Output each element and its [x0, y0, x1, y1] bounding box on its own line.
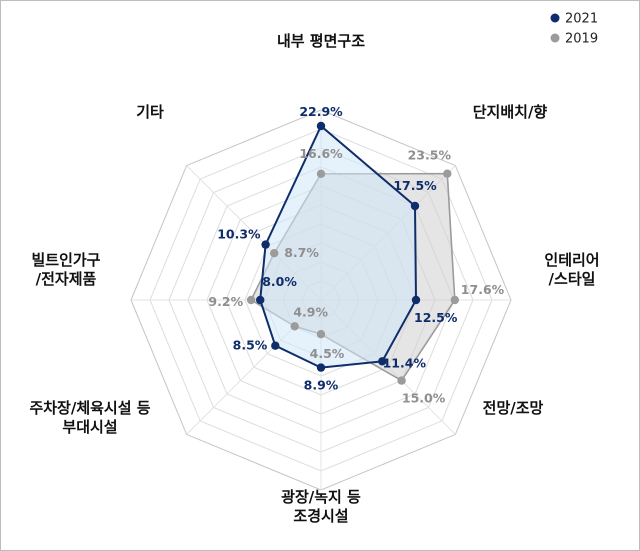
value-label-2021: 12.5%: [414, 310, 458, 325]
category-label: 인테리어/스타일: [544, 251, 599, 288]
data-point-2021: [271, 341, 280, 350]
data-point-2019: [450, 295, 459, 305]
data-point-2021: [316, 363, 326, 372]
value-label-2021: 8.9%: [304, 378, 339, 393]
legend-label-2019: 2019: [565, 32, 598, 47]
data-point-2021: [378, 357, 387, 366]
data-point-2019: [316, 330, 326, 339]
value-label-2019: 9.2%: [208, 294, 243, 309]
category-label: 주차장/체육시설 등 부대시설: [29, 399, 150, 436]
category-label: 내부 평면구조: [277, 32, 365, 50]
data-point-2019: [290, 322, 299, 331]
legend-label-2021: 2021: [565, 12, 598, 27]
radar-value-labels: 22.9% 17.5% 12.5% 11.4% 8.9% 8.5% 8.0% 10.3% 16.…: [208, 104, 504, 406]
value-label-2019: 8.7%: [284, 245, 319, 260]
legend-marker-2019: [550, 33, 560, 43]
data-point-2019: [270, 249, 279, 258]
legend-marker-2021: [550, 13, 560, 23]
value-label-2021: 11.4%: [383, 355, 427, 370]
radar-series-areas: [250, 124, 456, 382]
data-point-2021: [316, 121, 326, 131]
value-label-2019: 4.5%: [310, 346, 345, 361]
chart-legend: 2021 2019: [550, 12, 598, 47]
value-label-2019: 23.5%: [408, 148, 452, 163]
value-label-2019: 16.6%: [299, 146, 343, 161]
value-label-2021: 17.5%: [393, 178, 437, 193]
data-point-2021: [411, 295, 421, 305]
data-point-2021: [410, 201, 420, 211]
category-label: 기타: [136, 103, 164, 121]
value-label-2021: 10.3%: [217, 227, 261, 242]
value-label-2021: 22.9%: [299, 104, 343, 119]
value-label-2019: 15.0%: [402, 391, 446, 406]
category-label: 단지배치/향: [473, 103, 548, 121]
value-label-2021: 8.0%: [262, 274, 297, 289]
value-label-2021: 8.5%: [233, 338, 268, 353]
value-label-2019: 17.6%: [461, 282, 505, 297]
data-point-2019: [397, 376, 406, 385]
data-point-2021: [256, 295, 265, 305]
data-point-2019: [246, 295, 256, 305]
data-point-2021: [261, 240, 270, 249]
category-label: 빌트인가구/전자제품: [31, 251, 100, 288]
data-point-2019: [443, 169, 452, 178]
category-label: 광장/녹지 등 조경시설: [281, 488, 361, 525]
category-label: 전망/조망: [483, 399, 544, 417]
radar-points: [246, 121, 459, 385]
data-point-2019: [316, 169, 326, 178]
value-label-2019: 4.9%: [293, 304, 328, 319]
